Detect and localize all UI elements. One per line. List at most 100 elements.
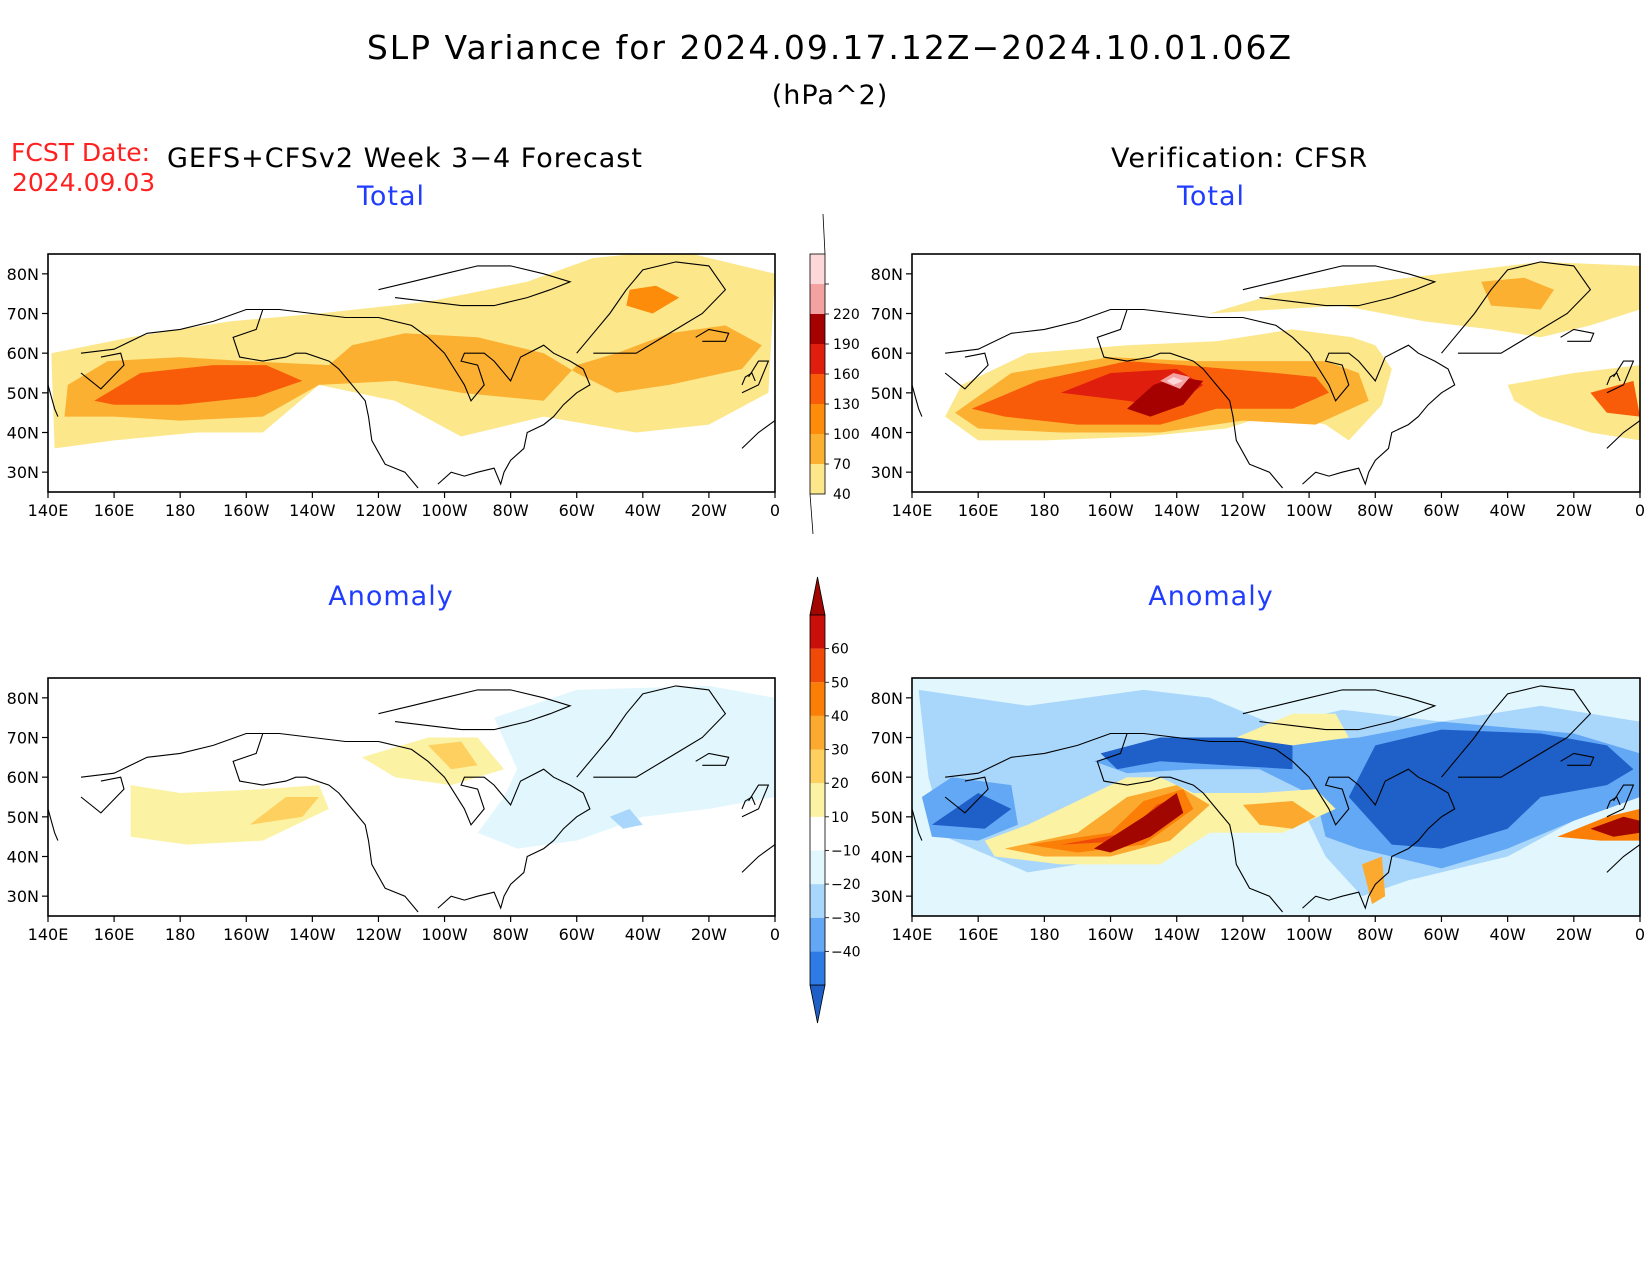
lon-label: 160W: [1087, 501, 1134, 520]
contour-fill-verification-anomaly: [1242, 801, 1316, 829]
lon-label: 20W: [1556, 925, 1592, 944]
panel-subtitle-verification-anomaly: Anomaly: [1148, 581, 1274, 612]
main-title: SLP Variance for 2024.09.17.12Z−2024.10.…: [366, 28, 1294, 67]
lon-label: 20W: [691, 501, 727, 520]
lon-label: 60W: [1423, 925, 1459, 944]
colorbar-label: 190: [833, 337, 860, 353]
lon-label: 20W: [691, 925, 727, 944]
lon-label: 20W: [1556, 501, 1592, 520]
lon-label: 140W: [1154, 501, 1201, 520]
colorbar-swatch: [810, 783, 825, 817]
contour-fill-verification-anomaly: [1362, 856, 1386, 905]
coastline: [912, 808, 923, 841]
contour-fill-verification-anomaly: [1590, 816, 1640, 837]
lon-label: 40W: [1490, 501, 1526, 520]
map-frame-forecast-anomaly: [47, 677, 776, 917]
lon-label: 40W: [1490, 925, 1526, 944]
coastline: [944, 352, 989, 390]
lon-label: 60W: [1423, 501, 1459, 520]
lat-label: 80N: [871, 265, 903, 284]
colorbar-swatch: [810, 254, 825, 284]
contour-fill-verification-anomaly: [1094, 793, 1184, 853]
colorbar-label: 20: [831, 776, 849, 792]
coastline: [1096, 733, 1284, 913]
lon-label: 180: [1029, 501, 1060, 520]
lon-label: 140E: [28, 925, 69, 944]
lon-label: 120W: [355, 501, 402, 520]
lat-label: 60N: [871, 344, 903, 363]
lon-label: 80W: [493, 925, 529, 944]
contour-fill-verification-total: [1590, 380, 1640, 417]
lon-label: 160W: [223, 925, 270, 944]
coastline: [576, 261, 727, 354]
coastline: [48, 384, 59, 417]
colorbar-label: −40: [831, 944, 861, 960]
lon-label: 160E: [94, 925, 135, 944]
coastline: [80, 776, 125, 814]
contour-fill-forecast-anomaly: [130, 785, 329, 845]
colorbar-label: 160: [833, 367, 860, 383]
colorbar-label: 130: [833, 397, 860, 413]
colorbar-low-arrow: [809, 984, 826, 1024]
coastline: [741, 784, 770, 818]
coastline: [1560, 752, 1595, 766]
coastline: [80, 732, 263, 778]
lon-label: 120W: [355, 925, 402, 944]
colorbar-anomaly: −40 −30 −20 −10 10 20 30 40 50 60: [809, 576, 861, 1024]
colorbar-swatch: [810, 464, 825, 494]
lon-label: 160W: [223, 501, 270, 520]
coastline: [576, 685, 727, 778]
colorbar-label: 40: [831, 709, 849, 725]
contour-fill-verification-total: [1166, 377, 1184, 385]
lon-label: 100W: [1286, 925, 1333, 944]
coastline: [1606, 372, 1621, 386]
coastline: [741, 796, 756, 810]
lon-label: 120W: [1220, 501, 1267, 520]
coastline: [262, 308, 591, 486]
coastline: [695, 328, 730, 342]
colorbar-label: −10: [831, 843, 861, 859]
panel-subtitle-forecast-anomaly: Anomaly: [328, 581, 454, 612]
coastline: [80, 352, 125, 390]
lat-label: 80N: [7, 265, 39, 284]
lon-label: 80W: [1357, 925, 1393, 944]
lat-label: 50N: [871, 384, 903, 403]
verification-heading: Verification: CFSR: [1111, 143, 1369, 174]
lon-label: 180: [165, 925, 196, 944]
coastline: [1606, 784, 1635, 818]
contour-fill-forecast-anomaly: [477, 685, 775, 849]
lon-label: 180: [165, 501, 196, 520]
lat-label: 80N: [7, 689, 39, 708]
lat-label: 30N: [871, 463, 903, 482]
coastline: [378, 265, 572, 307]
lon-label: 0: [770, 925, 780, 944]
lat-label: 60N: [7, 344, 39, 363]
lon-label: 80W: [493, 501, 529, 520]
colorbar-swatch: [810, 648, 825, 683]
colorbar-swatch: [810, 816, 825, 851]
lon-label: 140W: [1154, 925, 1201, 944]
lon-label: 100W: [421, 501, 468, 520]
contour-fill-verification-anomaly: [1348, 729, 1634, 849]
units-label: (hPa^2): [771, 80, 889, 111]
colorbar-swatch: [810, 884, 825, 918]
lat-label: 70N: [871, 729, 903, 748]
map-panel-forecast-total: [48, 254, 775, 492]
contour-fill-verification-total: [1209, 261, 1640, 338]
lon-label: 140E: [892, 925, 933, 944]
lon-label: 120W: [1220, 925, 1267, 944]
coastline: [945, 732, 1128, 778]
colorbar-label: 60: [831, 642, 849, 658]
lat-label: 30N: [7, 463, 39, 482]
contour-fill-verification-anomaly: [1100, 737, 1293, 770]
forecast-date-label: FCST Date:: [11, 138, 151, 167]
lon-label: 140W: [289, 925, 336, 944]
colorbar-swatch: [810, 434, 825, 464]
coastline: [232, 733, 419, 913]
lon-label: 100W: [1286, 501, 1333, 520]
colorbar-swatch: [810, 615, 825, 649]
coastline: [945, 308, 1128, 354]
colorbar-low-arrow: [809, 493, 814, 535]
colorbar-swatch: [810, 404, 825, 434]
